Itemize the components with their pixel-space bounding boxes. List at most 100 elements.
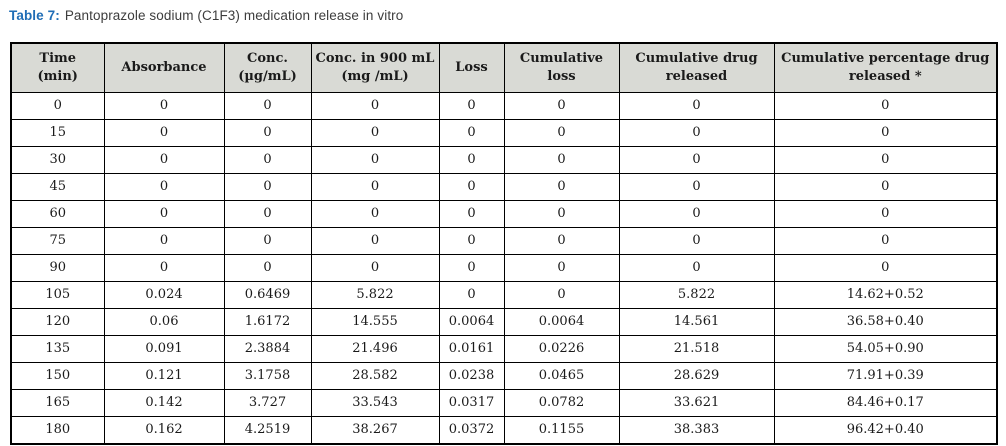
- table-cell: 0: [618, 173, 775, 201]
- table-cell: 135: [10, 335, 105, 363]
- table-cell: 33.621: [618, 389, 775, 417]
- table-cell: 0: [223, 146, 312, 174]
- table-row: 105 0.024 0.6469 5.822 0 0 5.822 14.62+0.52: [10, 281, 998, 309]
- column-header: Cumulative percentage drug released *: [773, 42, 998, 93]
- table-cell: 0: [223, 254, 312, 282]
- table-cell: 21.518: [618, 335, 775, 363]
- table-cell: 0: [310, 254, 440, 282]
- table-cell: 54.05+0.90: [773, 335, 998, 363]
- table-cell: 0.0161: [438, 335, 505, 363]
- table-cell: 0.091: [103, 335, 225, 363]
- table-cell: 0: [103, 119, 225, 147]
- table-cell: 0: [773, 119, 998, 147]
- table-row: 120 0.06 1.6172 14.555 0.0064 0.0064 14.561 36.…: [10, 308, 998, 336]
- table-cell: 0.0064: [503, 308, 620, 336]
- table-cell: 0: [438, 254, 505, 282]
- table-cell: 0: [773, 146, 998, 174]
- column-header: Time (min): [10, 42, 105, 93]
- release-data-table: Time (min) Absorbance Conc. (µg/mL) Conc. i…: [10, 42, 998, 445]
- table-cell: 0: [773, 173, 998, 201]
- table-cell: 0: [223, 227, 312, 255]
- table-cell: 0: [438, 146, 505, 174]
- table-caption-text: Pantoprazole sodium (C1F3) medication re…: [64, 8, 404, 23]
- table-cell: 0: [618, 254, 775, 282]
- table-cell: 60: [10, 200, 105, 228]
- table-cell: 14.561: [618, 308, 775, 336]
- table-cell: 3.1758: [223, 362, 312, 390]
- table-cell: 0: [438, 119, 505, 147]
- table-cell: 0: [103, 146, 225, 174]
- table-row: 30 0 0 0 0 0 0 0: [10, 146, 998, 174]
- table-cell: 5.822: [310, 281, 440, 309]
- column-header: Conc. (µg/mL): [223, 42, 312, 93]
- table-cell: 0: [438, 200, 505, 228]
- table-cell: 0: [103, 92, 225, 120]
- table-row: 150 0.121 3.1758 28.582 0.0238 0.0465 28.629 71…: [10, 362, 998, 390]
- table-cell: 0: [503, 281, 620, 309]
- table-cell: 0: [223, 173, 312, 201]
- table-cell: 0.0064: [438, 308, 505, 336]
- table-cell: 15: [10, 119, 105, 147]
- table-cell: 14.62+0.52: [773, 281, 998, 309]
- table-row: 180 0.162 4.2519 38.267 0.0372 0.1155 38.383 96…: [10, 416, 998, 445]
- table-cell: 0: [618, 119, 775, 147]
- table-cell: 0: [438, 227, 505, 255]
- table-cell: 36.58+0.40: [773, 308, 998, 336]
- table-cell: 30: [10, 146, 105, 174]
- table-cell: 0: [503, 146, 620, 174]
- table-cell: 0: [103, 254, 225, 282]
- table-cell: 0.024: [103, 281, 225, 309]
- table-cell: 0: [773, 254, 998, 282]
- table-cell: 38.383: [618, 416, 775, 445]
- table-cell: 0: [438, 92, 505, 120]
- table-cell: 0: [103, 227, 225, 255]
- table-cell: 0: [618, 92, 775, 120]
- table-cell: 0: [503, 92, 620, 120]
- table-cell: 14.555: [310, 308, 440, 336]
- table-cell: 45: [10, 173, 105, 201]
- table-cell: 33.543: [310, 389, 440, 417]
- table-cell: 0.142: [103, 389, 225, 417]
- table-cell: 75: [10, 227, 105, 255]
- column-header: Conc. in 900 mL (mg /mL): [310, 42, 440, 93]
- table-cell: 0.121: [103, 362, 225, 390]
- table-cell: 0: [503, 254, 620, 282]
- table-cell: 0.1155: [503, 416, 620, 445]
- table-row: 90 0 0 0 0 0 0 0: [10, 254, 998, 282]
- table-cell: 0: [438, 173, 505, 201]
- table-cell: 71.91+0.39: [773, 362, 998, 390]
- table-cell: 0: [773, 200, 998, 228]
- table-cell: 0: [618, 146, 775, 174]
- table-cell: 0.0465: [503, 362, 620, 390]
- table-cell: 0: [310, 92, 440, 120]
- table-row: 45 0 0 0 0 0 0 0: [10, 173, 998, 201]
- table-cell: 0.0372: [438, 416, 505, 445]
- table-cell: 3.727: [223, 389, 312, 417]
- table-cell: 105: [10, 281, 105, 309]
- table-cell: 0: [310, 146, 440, 174]
- column-header: Loss: [438, 42, 505, 93]
- table-cell: 0: [10, 92, 105, 120]
- table-cell: 96.42+0.40: [773, 416, 998, 445]
- table-row: 165 0.142 3.727 33.543 0.0317 0.0782 33.621 84.…: [10, 389, 998, 417]
- table-cell: 38.267: [310, 416, 440, 445]
- table-cell: 0.0238: [438, 362, 505, 390]
- table-cell: 0: [618, 227, 775, 255]
- table-cell: 0: [310, 227, 440, 255]
- table-cell: 1.6172: [223, 308, 312, 336]
- table-cell: 150: [10, 362, 105, 390]
- table-cell: 28.582: [310, 362, 440, 390]
- table-cell: 0: [503, 173, 620, 201]
- table-cell: 0: [223, 92, 312, 120]
- table-cell: 0.0226: [503, 335, 620, 363]
- table-caption: Table 7: Pantoprazole sodium (C1F3) medic…: [9, 8, 403, 23]
- table-cell: 0: [223, 119, 312, 147]
- table-cell: 0: [503, 227, 620, 255]
- table-cell: 0: [223, 200, 312, 228]
- table-cell: 180: [10, 416, 105, 445]
- table-cell: 0: [503, 119, 620, 147]
- table-cell: 0.162: [103, 416, 225, 445]
- table-cell: 4.2519: [223, 416, 312, 445]
- table-header-row: Time (min) Absorbance Conc. (µg/mL) Conc. i…: [10, 42, 998, 93]
